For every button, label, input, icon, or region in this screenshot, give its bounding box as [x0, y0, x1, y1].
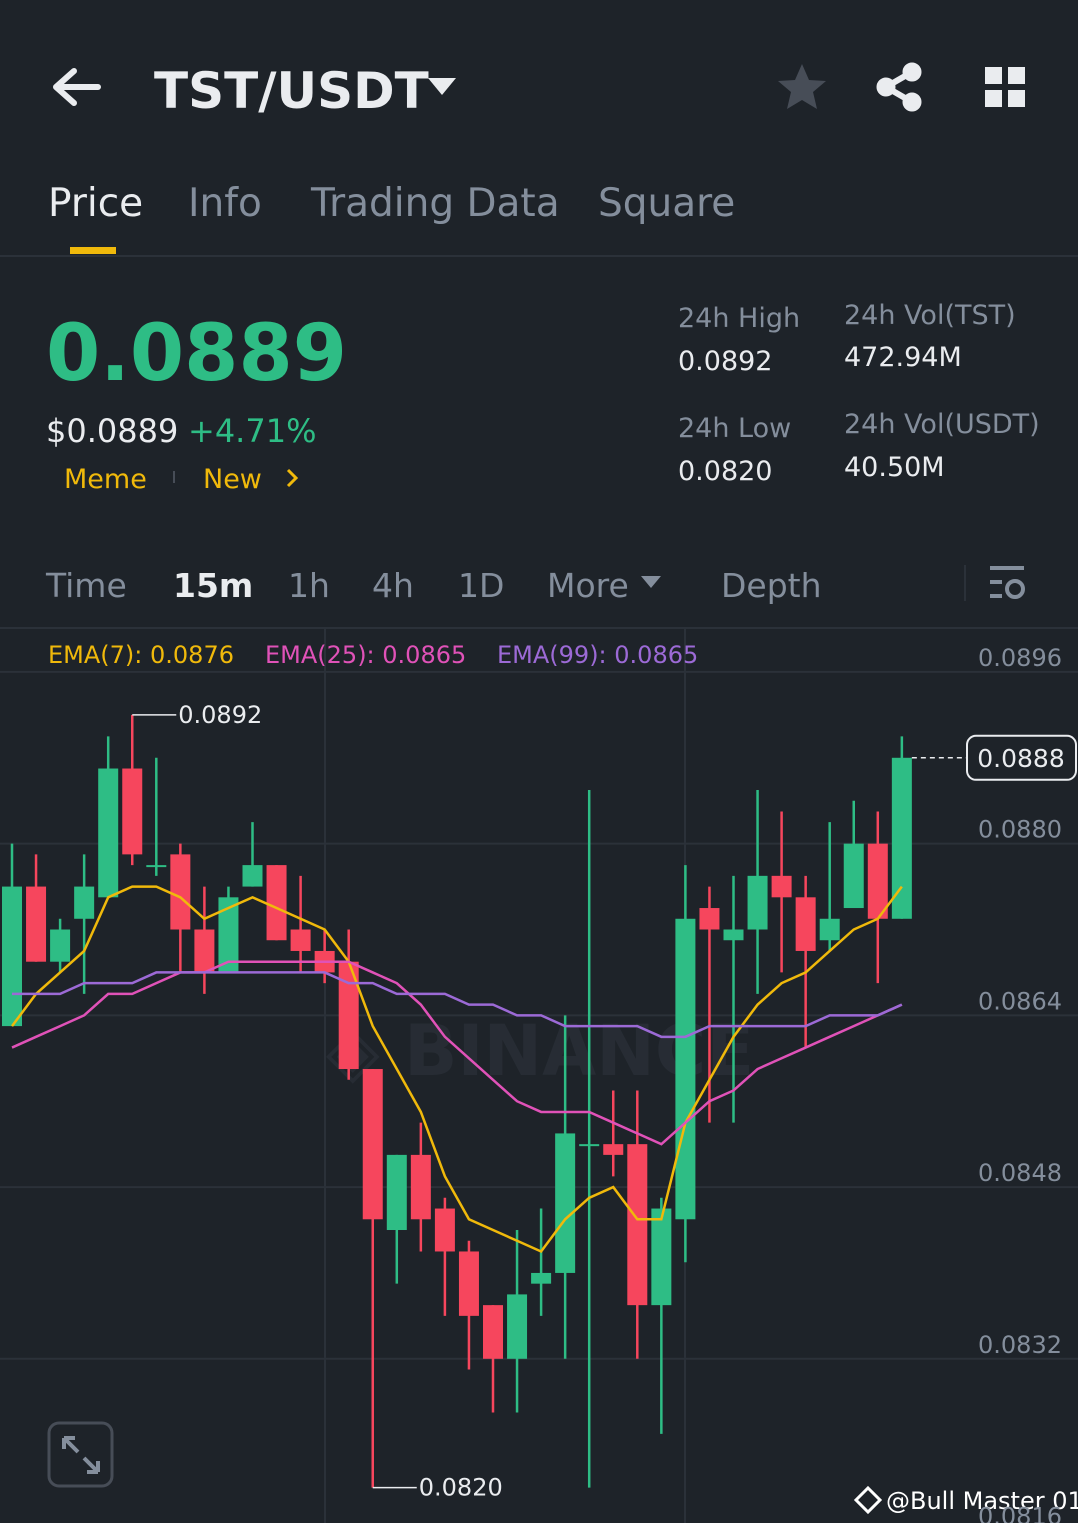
candle-body [386, 1154, 407, 1231]
usd-price: $0.0889 [46, 412, 178, 450]
candle-body [699, 908, 720, 930]
watermark: @Bull Master 01 [886, 1487, 1078, 1515]
candle-body [483, 1305, 503, 1359]
candle-body [579, 1144, 600, 1147]
candle-body [434, 1208, 455, 1252]
candle-body [555, 1133, 576, 1273]
candle-body [627, 1144, 648, 1306]
candle-body [194, 929, 215, 973]
divider [0, 255, 1078, 257]
chart-settings-icon[interactable] [990, 566, 1025, 599]
tab[interactable]: Square [598, 181, 735, 226]
interval[interactable]: 15m [173, 566, 253, 605]
ema-line [11, 960, 903, 1146]
stat-value: 40.50M [844, 452, 945, 483]
candle-body [74, 886, 95, 919]
candle-body [266, 865, 287, 941]
y-tick-label: 0.0880 [978, 816, 1062, 844]
tab-indicator [70, 247, 116, 254]
divider [0, 627, 1078, 629]
candle-body [723, 929, 744, 941]
interval[interactable]: More [547, 566, 629, 605]
candle-body [675, 918, 696, 1220]
more-dropdown[interactable] [641, 576, 661, 588]
low-label: 0.0820 [419, 1474, 503, 1502]
candle-body [242, 865, 263, 887]
candle-body [98, 768, 119, 898]
interval[interactable]: Time [45, 566, 127, 605]
last-price: 0.0889 [46, 309, 347, 399]
tab[interactable]: Trading Data [310, 181, 560, 226]
candle-body [26, 886, 47, 962]
candle-body [2, 886, 22, 1027]
last-price-box [966, 734, 1077, 781]
tag-separator [173, 471, 175, 483]
candle-body [362, 1069, 383, 1220]
interval[interactable]: 1h [288, 566, 330, 605]
price-change: +4.71% [188, 412, 316, 450]
tab[interactable]: Info [188, 181, 262, 226]
candle-body [651, 1208, 672, 1306]
candle-body [891, 757, 912, 919]
tag[interactable]: New [203, 464, 262, 495]
candle-body [410, 1154, 431, 1220]
legend-entry: EMA(25): 0.0865 [265, 641, 466, 669]
back-button[interactable] [53, 68, 101, 106]
interval[interactable]: 4h [372, 566, 414, 605]
expand-button[interactable] [47, 1421, 114, 1488]
stat-label: 24h High [678, 303, 800, 334]
interval[interactable]: 1D [458, 566, 504, 605]
candle-body [338, 961, 359, 1070]
candle-body [122, 768, 143, 855]
stat-value: 472.94M [844, 342, 962, 373]
watermark-logo [853, 1485, 883, 1515]
favorite-icon[interactable] [778, 64, 826, 109]
candle-body [603, 1144, 624, 1155]
candle-body [843, 843, 864, 909]
divider [964, 565, 966, 601]
tag[interactable]: Meme [64, 464, 147, 495]
tag-chevron[interactable] [286, 468, 299, 488]
stat-label: 24h Low [678, 413, 791, 444]
high-label: 0.0892 [178, 701, 262, 729]
y-tick-label: 0.0896 [978, 644, 1062, 672]
pair-dropdown[interactable] [428, 78, 456, 95]
candle-body [50, 929, 71, 962]
candle-body [819, 918, 840, 941]
candle-body [747, 875, 768, 930]
candle-body [290, 929, 311, 951]
y-tick-label: 0.0832 [978, 1331, 1062, 1359]
candle-body [146, 865, 167, 868]
expand-icon[interactable] [62, 1436, 100, 1474]
last-price-label: 0.0888 [977, 744, 1064, 773]
candle-body [795, 897, 816, 951]
candle-body [867, 843, 888, 919]
candle-body [458, 1251, 479, 1316]
tab[interactable]: Price [48, 181, 143, 226]
legend-entry: EMA(7): 0.0876 [48, 641, 234, 669]
candle-body [771, 875, 792, 898]
stat-value: 0.0820 [678, 456, 772, 487]
pair-title[interactable]: TST/USDT [154, 62, 429, 120]
stat-label: 24h Vol(USDT) [844, 409, 1040, 440]
candle-body [507, 1294, 528, 1359]
y-tick-label: 0.0816 [978, 1503, 1062, 1523]
share-icon[interactable] [876, 62, 922, 112]
stat-label: 24h Vol(TST) [844, 300, 1016, 331]
legend-entry: EMA(99): 0.0865 [497, 641, 698, 669]
y-tick-label: 0.0848 [978, 1159, 1062, 1187]
stat-value: 0.0892 [678, 346, 772, 377]
candle-body [218, 897, 239, 973]
y-tick-label: 0.0864 [978, 987, 1062, 1015]
ema-line [10, 885, 903, 1254]
candle-body [531, 1272, 552, 1284]
interval[interactable]: Depth [721, 566, 822, 605]
plot: 0.0892 0.0820 0.0888 [0, 670, 1078, 1502]
candle-body [170, 854, 191, 930]
ema-line [12, 971, 903, 1039]
grid-icon[interactable] [985, 67, 1025, 107]
